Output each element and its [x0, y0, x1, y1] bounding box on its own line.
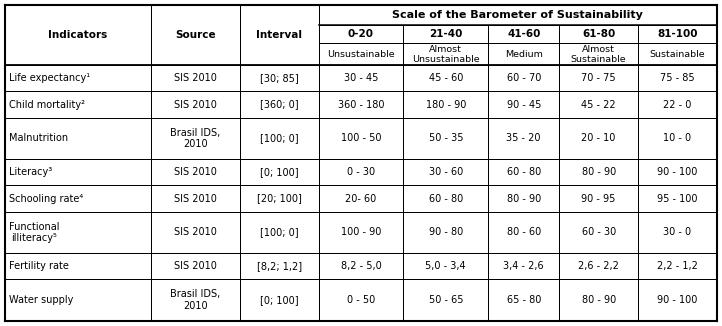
Text: 0 - 50: 0 - 50	[347, 295, 375, 305]
Text: SIS 2010: SIS 2010	[174, 99, 217, 110]
Text: 180 - 90: 180 - 90	[426, 99, 466, 110]
Text: [0; 100]: [0; 100]	[260, 167, 298, 177]
Text: 60 - 30: 60 - 30	[581, 228, 616, 237]
Text: 5,0 - 3,4: 5,0 - 3,4	[425, 261, 466, 271]
Text: [8,2; 1,2]: [8,2; 1,2]	[256, 261, 302, 271]
Text: 90 - 80: 90 - 80	[429, 228, 463, 237]
Text: 61-80: 61-80	[582, 29, 615, 39]
Text: 60 - 80: 60 - 80	[507, 167, 541, 177]
Text: 80 - 60: 80 - 60	[507, 228, 541, 237]
Text: 50 - 65: 50 - 65	[429, 295, 463, 305]
Text: 80 - 90: 80 - 90	[581, 295, 616, 305]
Text: 2,6 - 2,2: 2,6 - 2,2	[578, 261, 619, 271]
Text: 10 - 0: 10 - 0	[664, 133, 692, 143]
Text: SIS 2010: SIS 2010	[174, 194, 217, 203]
Text: Schooling rate⁴: Schooling rate⁴	[9, 194, 83, 203]
Text: [100; 0]: [100; 0]	[260, 228, 298, 237]
Text: 100 - 90: 100 - 90	[341, 228, 381, 237]
Text: Brasil IDS,
2010: Brasil IDS, 2010	[170, 289, 220, 311]
Text: 100 - 50: 100 - 50	[341, 133, 381, 143]
Text: [30; 85]: [30; 85]	[260, 73, 298, 83]
Text: 60 - 70: 60 - 70	[507, 73, 541, 83]
Text: 45 - 60: 45 - 60	[429, 73, 463, 83]
Text: 30 - 45: 30 - 45	[344, 73, 378, 83]
Text: Scale of the Barometer of Sustainability: Scale of the Barometer of Sustainability	[392, 10, 643, 20]
Text: Malnutrition: Malnutrition	[9, 133, 68, 143]
Text: 65 - 80: 65 - 80	[507, 295, 541, 305]
Text: 0 - 30: 0 - 30	[347, 167, 375, 177]
Text: Almost
Sustainable: Almost Sustainable	[571, 45, 627, 64]
Text: 41-60: 41-60	[507, 29, 540, 39]
Text: Literacy³: Literacy³	[9, 167, 52, 177]
Text: [20; 100]: [20; 100]	[257, 194, 302, 203]
Text: 2,2 - 1,2: 2,2 - 1,2	[657, 261, 698, 271]
Text: 30 - 60: 30 - 60	[429, 167, 463, 177]
Text: 90 - 100: 90 - 100	[657, 295, 697, 305]
Text: 50 - 35: 50 - 35	[429, 133, 463, 143]
Text: 20- 60: 20- 60	[345, 194, 377, 203]
Text: 80 - 90: 80 - 90	[581, 167, 616, 177]
Text: Sustainable: Sustainable	[650, 50, 705, 59]
Text: Life expectancy¹: Life expectancy¹	[9, 73, 90, 83]
Text: 70 - 75: 70 - 75	[581, 73, 616, 83]
Text: Medium: Medium	[505, 50, 543, 59]
Text: Source: Source	[175, 30, 216, 40]
Text: [0; 100]: [0; 100]	[260, 295, 298, 305]
Text: SIS 2010: SIS 2010	[174, 261, 217, 271]
Text: SIS 2010: SIS 2010	[174, 73, 217, 83]
Text: [360; 0]: [360; 0]	[260, 99, 298, 110]
Text: 22 - 0: 22 - 0	[664, 99, 692, 110]
Text: 8,2 - 5,0: 8,2 - 5,0	[341, 261, 381, 271]
Text: Almost
Unsustainable: Almost Unsustainable	[412, 45, 479, 64]
Text: SIS 2010: SIS 2010	[174, 167, 217, 177]
Text: 20 - 10: 20 - 10	[581, 133, 616, 143]
Text: Water supply: Water supply	[9, 295, 74, 305]
Text: [100; 0]: [100; 0]	[260, 133, 298, 143]
Text: 3,4 - 2,6: 3,4 - 2,6	[503, 261, 544, 271]
Text: 80 - 90: 80 - 90	[507, 194, 541, 203]
Text: 30 - 0: 30 - 0	[664, 228, 692, 237]
Text: 90 - 45: 90 - 45	[507, 99, 541, 110]
Text: 60 - 80: 60 - 80	[429, 194, 463, 203]
Text: 0-20: 0-20	[348, 29, 374, 39]
Text: 90 - 95: 90 - 95	[581, 194, 616, 203]
Text: 45 - 22: 45 - 22	[581, 99, 616, 110]
Text: Functional
illiteracy⁵: Functional illiteracy⁵	[9, 222, 59, 243]
Text: Indicators: Indicators	[48, 30, 108, 40]
Text: 21-40: 21-40	[429, 29, 463, 39]
Text: 360 - 180: 360 - 180	[338, 99, 384, 110]
Text: SIS 2010: SIS 2010	[174, 228, 217, 237]
Text: 81-100: 81-100	[657, 29, 697, 39]
Text: 95 - 100: 95 - 100	[657, 194, 697, 203]
Text: 90 - 100: 90 - 100	[657, 167, 697, 177]
Text: Unsustainable: Unsustainable	[327, 50, 395, 59]
Text: Interval: Interval	[256, 30, 302, 40]
Text: Fertility rate: Fertility rate	[9, 261, 69, 271]
Text: 75 - 85: 75 - 85	[660, 73, 695, 83]
Text: Brasil IDS,
2010: Brasil IDS, 2010	[170, 127, 220, 149]
Text: Child mortality²: Child mortality²	[9, 99, 85, 110]
Text: 35 - 20: 35 - 20	[506, 133, 541, 143]
